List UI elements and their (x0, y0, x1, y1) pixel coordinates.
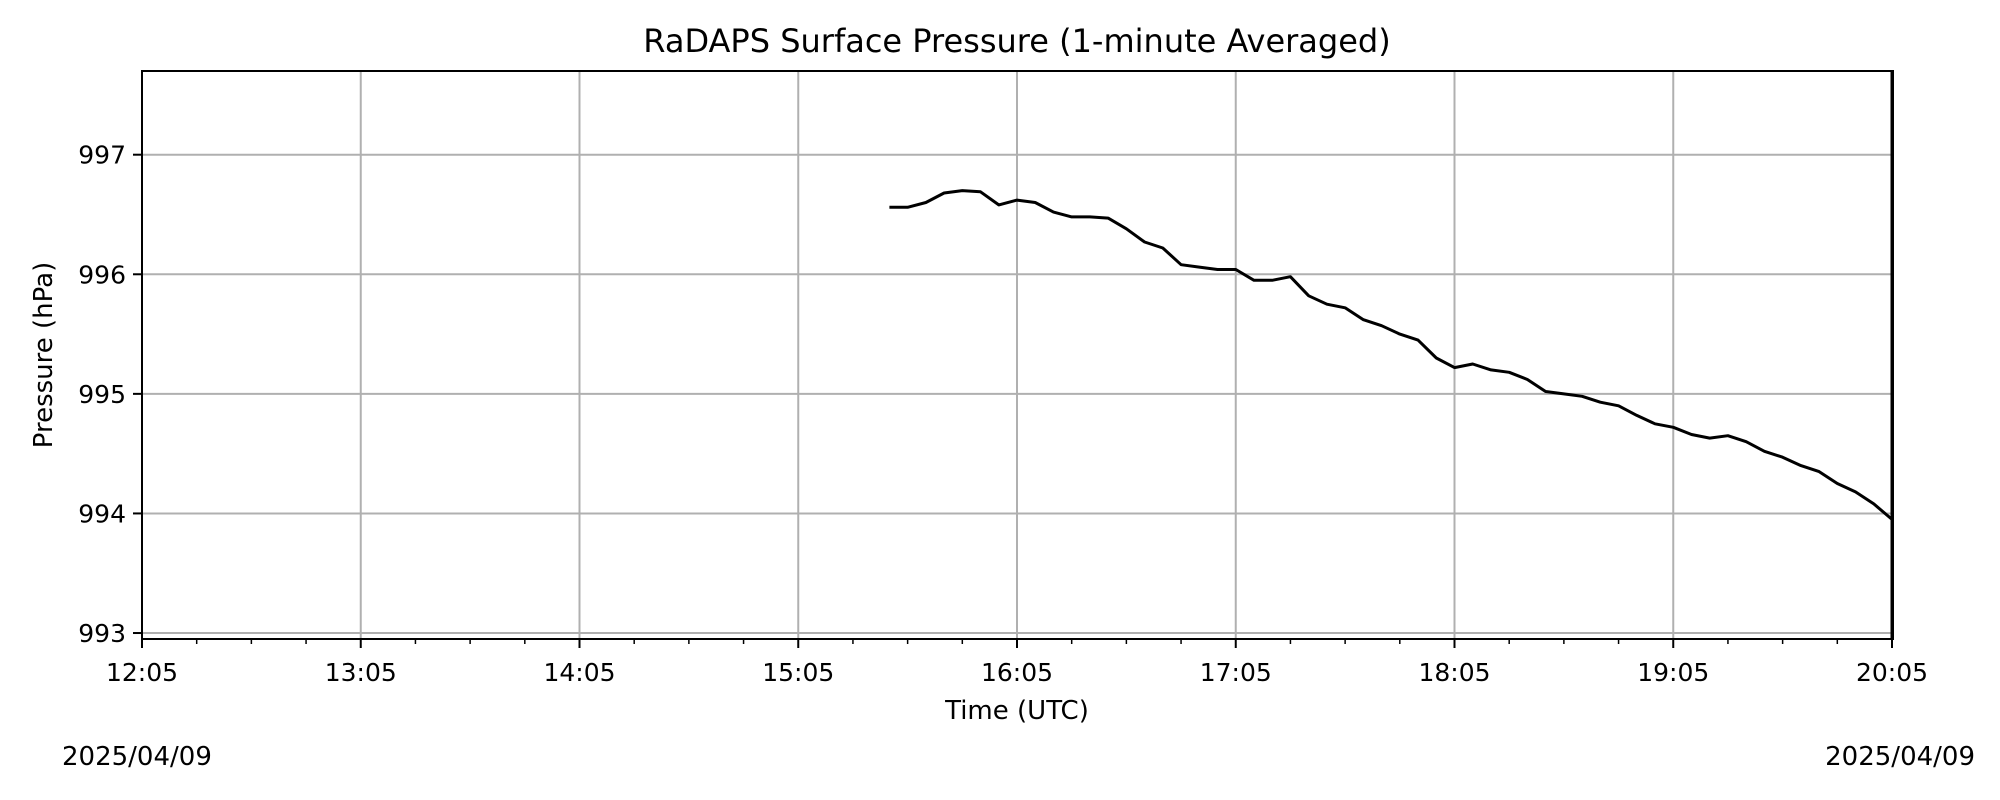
x-tick-label: 15:05 (762, 658, 834, 687)
x-tick-label: 17:05 (1200, 658, 1272, 687)
y-tick-label: 997 (78, 141, 126, 170)
y-tick-label: 993 (78, 619, 126, 648)
major-ticks (133, 153, 1893, 648)
y-tick-label: 996 (78, 260, 126, 289)
x-axis-label: Time (UTC) (944, 696, 1089, 726)
gridlines (142, 71, 1892, 639)
minor-ticks (195, 639, 1839, 644)
chart-title: RaDAPS Surface Pressure (1-minute Averag… (643, 22, 1390, 60)
date-label-left: 2025/04/09 (62, 742, 212, 772)
pressure-line (889, 189, 1893, 521)
tick-labels: 12:05 13:05 14:05 15:05 16:05 17:05 18:05 19:05… (78, 141, 1928, 687)
x-tick-label: 20:05 (1856, 658, 1928, 687)
x-tick-label: 19:05 (1637, 658, 1709, 687)
x-tick-label: 16:05 (981, 658, 1053, 687)
x-tick-label: 18:05 (1418, 658, 1490, 687)
date-label-right: 2025/04/09 (1825, 742, 1975, 772)
x-tick-label: 13:05 (325, 658, 397, 687)
x-tick-label: 12:05 (106, 658, 178, 687)
y-tick-label: 995 (78, 380, 126, 409)
y-axis-label: Pressure (hPa) (29, 262, 59, 449)
y-tick-label: 994 (78, 499, 126, 528)
x-tick-label: 14:05 (543, 658, 615, 687)
